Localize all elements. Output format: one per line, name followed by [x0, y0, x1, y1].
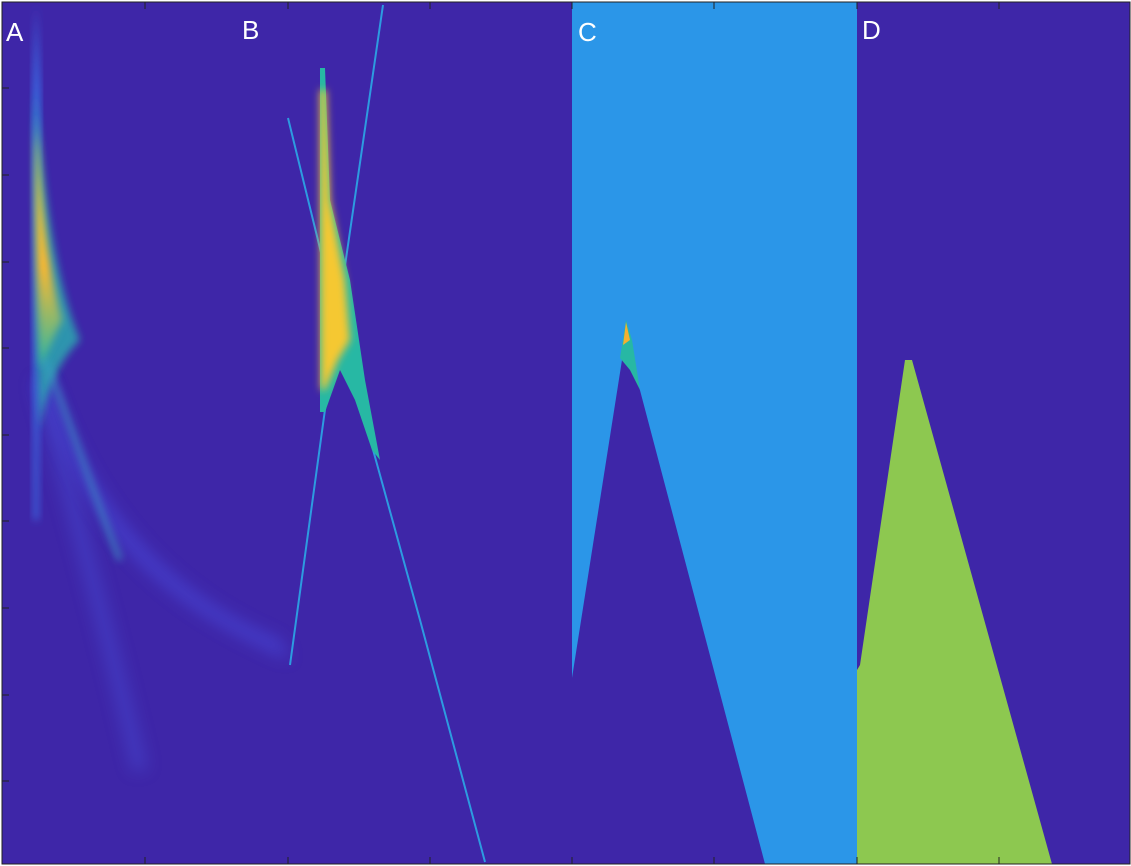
panel-label: C — [578, 17, 597, 47]
figure: A B C D — [0, 0, 1131, 866]
panel-label: B — [242, 15, 259, 45]
page: A B C D (() => { const data = JSON.parse… — [0, 0, 1131, 866]
panel-label: A — [6, 17, 24, 47]
panel-c-image — [572, 2, 857, 864]
panel-label: D — [862, 15, 881, 45]
